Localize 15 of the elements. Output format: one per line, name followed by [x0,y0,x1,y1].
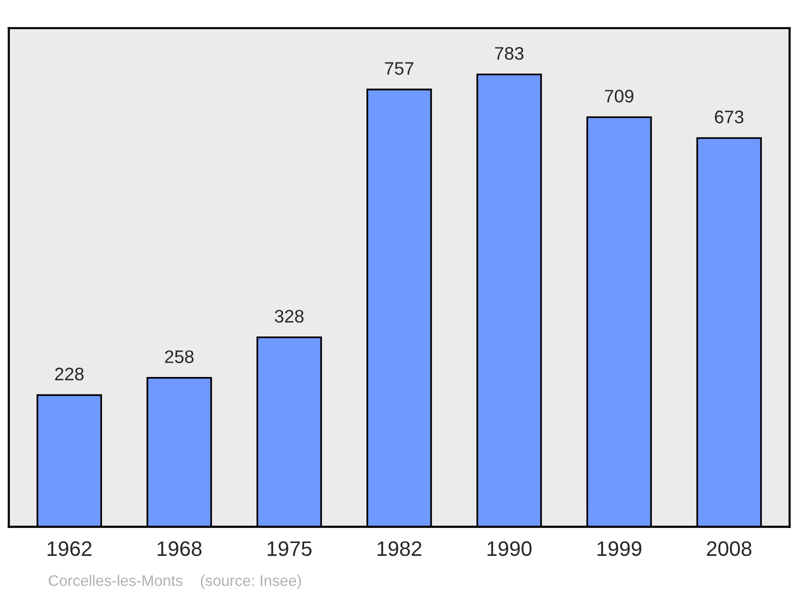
data-label: 673 [714,110,744,124]
x-tick-label: 2008 [706,541,752,556]
x-tick-label: 1982 [378,541,422,556]
x-tick-label: 1990 [488,541,532,556]
x-tick-label: 1962 [48,541,92,556]
data-label: 228 [55,368,84,380]
data-label: 258 [165,350,194,364]
x-tick-label: 1975 [268,541,312,556]
x-tick-label: 1999 [598,541,642,556]
data-label: 757 [385,62,414,75]
data-label: 783 [495,47,524,60]
data-label: 328 [274,310,304,323]
text: Corcelles-les-Monts (source: Insee) [48,574,301,590]
x-tick-label: 1968 [158,541,202,556]
data-label: 709 [605,90,634,103]
